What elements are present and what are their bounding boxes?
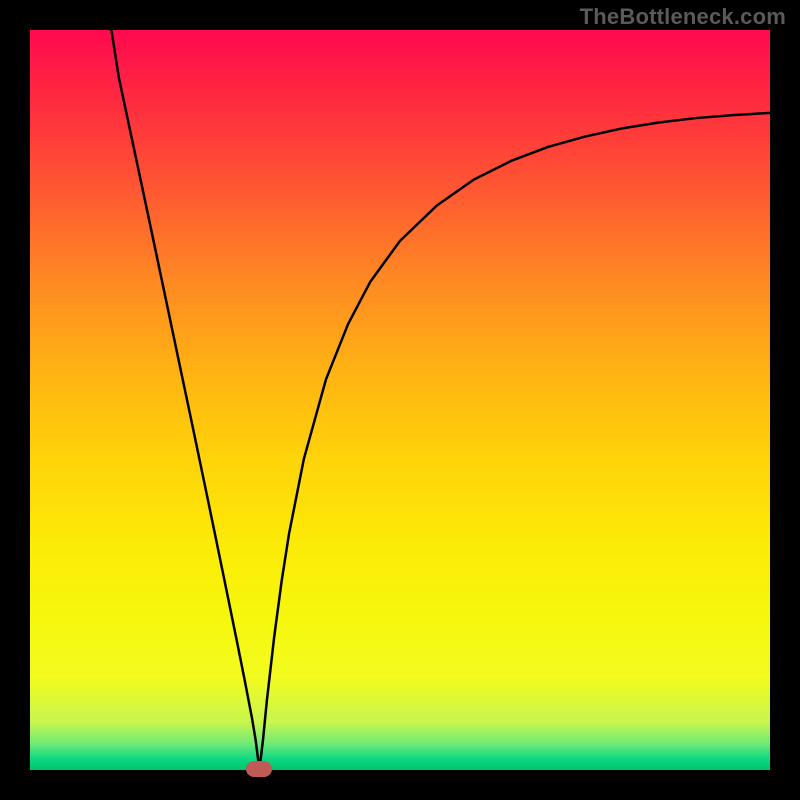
bottleneck-marker xyxy=(246,761,272,777)
bottleneck-curve xyxy=(30,30,770,770)
chart-frame: TheBottleneck.com xyxy=(0,0,800,800)
watermark-text: TheBottleneck.com xyxy=(580,4,786,30)
plot-area xyxy=(30,30,770,770)
